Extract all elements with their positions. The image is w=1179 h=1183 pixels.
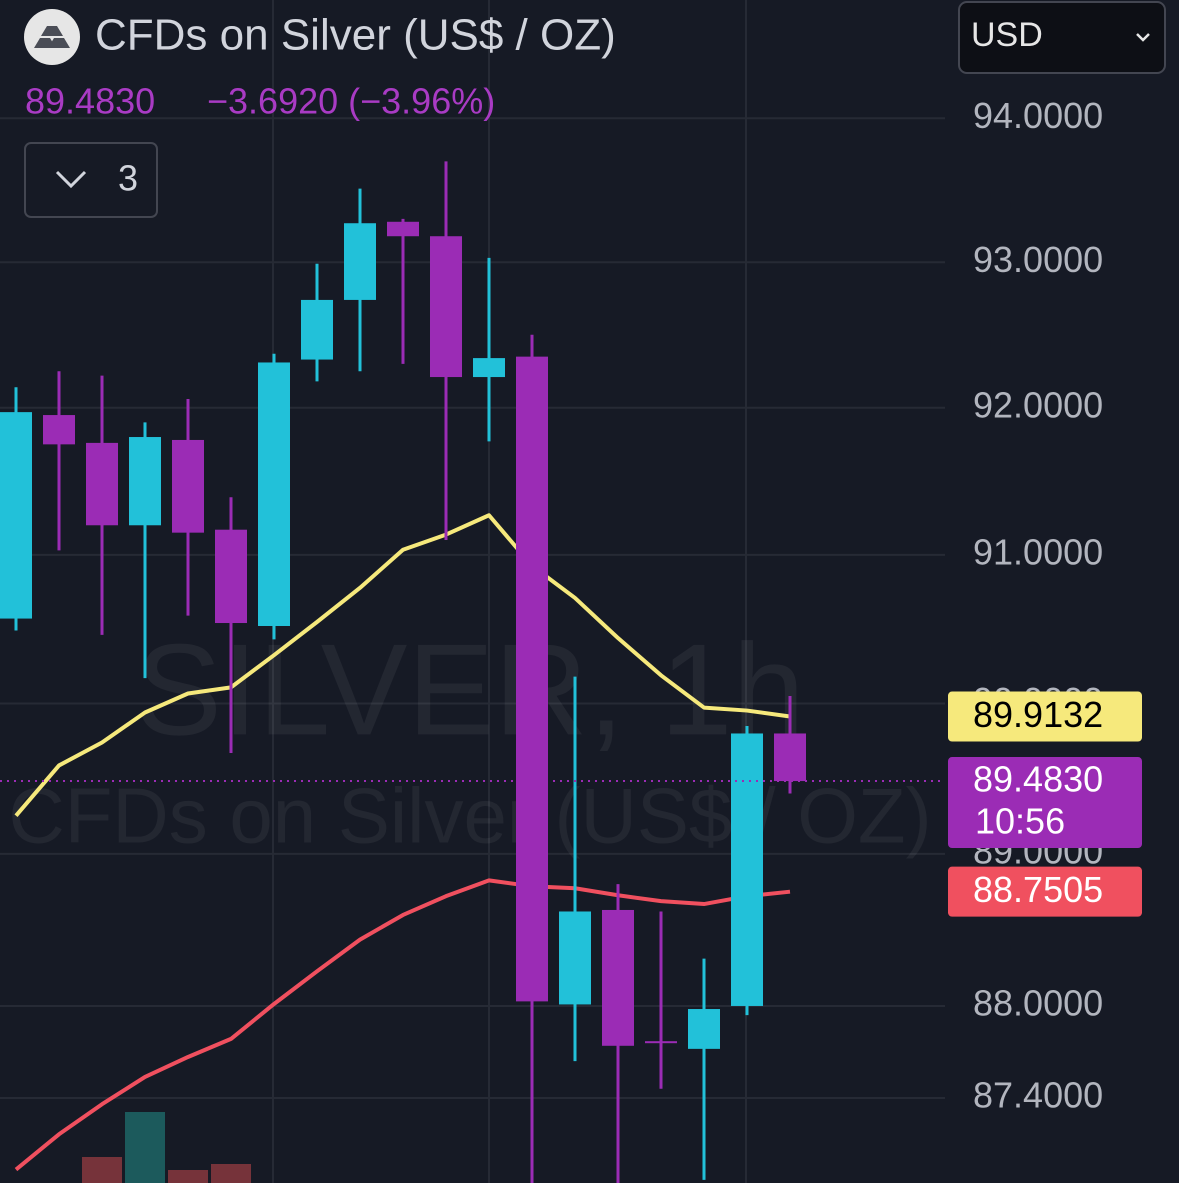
dropdown-icon	[1136, 33, 1150, 42]
candle-body	[774, 733, 806, 782]
chevron-icon	[55, 170, 87, 189]
y-tick-label: 88.0000	[973, 982, 1103, 1023]
candle-body	[43, 415, 75, 445]
candle-body	[473, 358, 505, 378]
candle-body	[215, 529, 247, 624]
indicators-count: 3	[118, 158, 138, 199]
candle-body	[516, 356, 548, 1002]
candle-body	[344, 223, 376, 300]
candle-body	[731, 733, 763, 1006]
candle-body	[129, 437, 161, 526]
candle-body	[688, 1009, 720, 1049]
price-label: 89.4830	[973, 759, 1103, 800]
y-tick-label: 93.0000	[973, 239, 1103, 280]
price-label-box	[948, 691, 1142, 742]
candle-body	[430, 236, 462, 378]
candle-body	[645, 1041, 677, 1044]
y-tick-label: 92.0000	[973, 384, 1103, 425]
y-tick-label: 87.4000	[973, 1075, 1103, 1116]
volume-bar	[82, 1157, 122, 1183]
countdown-label: 10:56	[975, 801, 1065, 842]
moving-average-line	[14, 513, 791, 817]
price-label-box	[948, 757, 1142, 849]
candle-body	[559, 911, 591, 1005]
indicators-toggle[interactable]	[24, 142, 158, 218]
moving-averages	[14, 513, 791, 1172]
candle-body	[0, 412, 32, 619]
currency-label: USD	[971, 16, 1043, 54]
candle-body	[602, 909, 634, 1046]
candle-body	[387, 221, 419, 237]
volume-bar	[125, 1112, 165, 1183]
candle-body	[86, 442, 118, 526]
price-change: −3.6920 (−3.96%)	[207, 81, 495, 122]
candles	[0, 161, 806, 1183]
watermark-description: CFDs on Silver (US$ / OZ)	[8, 772, 931, 860]
moving-average-line	[14, 878, 791, 1172]
price-label: 89.9132	[973, 694, 1103, 735]
price-label-box	[948, 866, 1142, 917]
symbol-icon-bars	[34, 26, 70, 48]
candle-body	[258, 362, 290, 626]
symbol-icon	[24, 9, 80, 65]
candle-body	[172, 439, 204, 533]
header: CFDs on Silver (US$ / OZ) 89.4830 −3.692…	[24, 1, 1166, 218]
grid	[0, 0, 945, 1183]
candle-body	[301, 299, 333, 360]
watermark-symbol: SILVER, 1h	[135, 616, 805, 762]
symbol-title: CFDs on Silver (US$ / OZ)	[95, 11, 616, 60]
volume	[82, 1112, 251, 1183]
volume-bar	[211, 1164, 251, 1183]
last-price: 89.4830	[25, 81, 155, 122]
y-tick-label: 94.0000	[973, 95, 1103, 136]
volume-bar	[168, 1170, 208, 1183]
y-tick-label: 91.0000	[973, 531, 1103, 572]
currency-select[interactable]	[958, 1, 1166, 74]
price-label: 88.7505	[973, 869, 1103, 910]
